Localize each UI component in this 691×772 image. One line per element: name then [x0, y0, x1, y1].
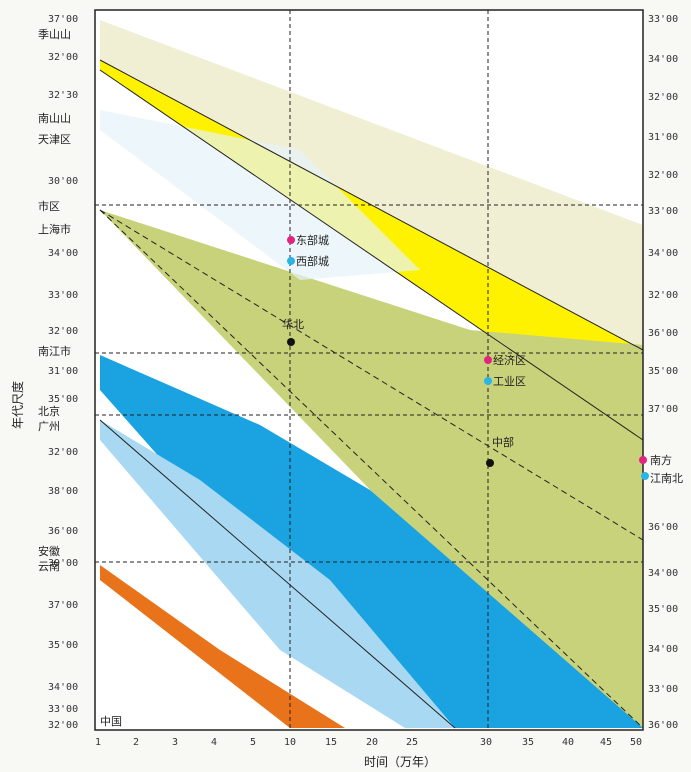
left-tick-5: 34'00: [48, 248, 78, 259]
left-label-10: 云南: [38, 560, 60, 573]
left-label-2: 南山山: [38, 112, 71, 125]
left-tick-7: 32'00: [48, 326, 78, 337]
right-tick-16: 33'00: [648, 684, 678, 695]
marker-label-5: 工业区: [493, 375, 526, 388]
plot-frame: [94, 9, 644, 731]
bottom-tick-11: 35: [522, 737, 534, 748]
right-tick-11: 37'00: [648, 404, 678, 415]
left-label-6: 南江市: [38, 344, 71, 358]
left-tick-6: 33'00: [48, 290, 78, 301]
left-tick-3: 32'30: [48, 90, 78, 101]
marker-7: [639, 456, 647, 464]
corner-label: 中国: [100, 715, 122, 728]
bottom-tick-7: 15: [325, 737, 337, 748]
left-tick-2: 32'00: [48, 52, 78, 63]
right-tick-14: 35'00: [648, 604, 678, 615]
right-tick-3: 32'00: [648, 92, 678, 103]
right-tick-13: 34'00: [648, 568, 678, 579]
left-tick-14: 37'00: [48, 600, 78, 611]
left-tick-17: 33'00: [48, 704, 78, 715]
marker-2: [287, 257, 295, 265]
right-tick-9: 36'00: [648, 328, 678, 339]
marker-label-8: 江南北: [650, 472, 683, 485]
marker-label-4: 经济区: [493, 353, 526, 367]
left-tick-9: 35'00: [48, 394, 78, 405]
bottom-tick-3: 3: [172, 737, 178, 748]
bottom-tick-1: 1: [95, 737, 101, 748]
bottom-tick-2: 2: [133, 737, 139, 748]
marker-5: [484, 377, 492, 385]
right-tick-4: 31'00: [648, 132, 678, 143]
bottom-tick-9: 25: [406, 737, 418, 748]
band-pale-top: [100, 20, 643, 350]
right-tick-10: 35'00: [648, 366, 678, 377]
bottom-tick-4: 4: [211, 737, 217, 748]
bottom-tick-5: 5: [250, 737, 256, 748]
left-tick-4: 30'00: [48, 176, 78, 187]
left-ticks: 37'00 32'00 32'30 30'00 34'00 33'00 32'0…: [48, 14, 78, 731]
left-label-4: 市区: [38, 199, 60, 213]
y-axis-title: 年代尺度: [10, 381, 25, 429]
right-ticks: 33'00 34'00 32'00 31'00 32'00 33'00 34'0…: [648, 14, 678, 731]
left-label-7: 北京: [38, 404, 60, 418]
x-axis-title: 时间（万年）: [364, 755, 436, 769]
marker-label-3: 华北: [282, 317, 304, 331]
marker-label-1: 东部城: [296, 233, 329, 247]
left-label-5: 上海市: [38, 222, 71, 236]
band-pale-left: [100, 110, 420, 280]
right-tick-12: 36'00: [648, 522, 678, 533]
right-tick-6: 33'00: [648, 206, 678, 217]
bottom-tick-13: 45: [600, 737, 612, 748]
right-tick-15: 34'00: [648, 644, 678, 655]
left-tick-8: 31'00: [48, 366, 78, 377]
right-tick-17: 36'00: [648, 720, 678, 731]
marker-labels: 东部城 西部城 华北 经济区 工业区 中部 南方 江南北: [282, 233, 683, 485]
bottom-tick-10: 30: [480, 737, 492, 748]
bottom-tick-12: 40: [562, 737, 574, 748]
grid-lines: [95, 10, 643, 730]
marker-label-6: 中部: [492, 435, 514, 449]
left-tick-10: 32'00: [48, 447, 78, 458]
marker-1: [287, 236, 295, 244]
left-label-9: 安徽: [38, 544, 60, 558]
right-tick-7: 34'00: [648, 248, 678, 259]
left-tick-12: 36'00: [48, 526, 78, 537]
left-label-8: 广州: [38, 420, 60, 433]
band-blue: [100, 355, 643, 728]
left-tick-18: 32'00: [48, 720, 78, 731]
marker-3: [287, 338, 295, 346]
left-tick-11: 38'00: [48, 486, 78, 497]
bottom-ticks: 1 2 3 4 5 10 15 20 25 30 35 40 45 50: [95, 737, 642, 748]
right-tick-5: 32'00: [648, 170, 678, 181]
marker-4: [484, 356, 492, 364]
left-label-3: 天津区: [38, 133, 71, 146]
left-tick-16: 34'00: [48, 682, 78, 693]
bottom-tick-8: 20: [366, 737, 378, 748]
left-labels: 季山山 南山山 天津区 市区 上海市 南江市 北京 广州 安徽 云南: [38, 28, 71, 573]
right-tick-2: 34'00: [648, 54, 678, 65]
left-tick-15: 35'00: [48, 640, 78, 651]
right-tick-1: 33'00: [648, 14, 678, 25]
left-label-1: 季山山: [38, 28, 71, 41]
bottom-tick-14: 50: [630, 737, 642, 748]
left-tick-13: 39'00: [48, 558, 78, 569]
bottom-tick-6: 10: [284, 737, 296, 748]
marker-6: [486, 459, 494, 467]
marker-label-2: 西部城: [296, 254, 329, 268]
right-tick-8: 32'00: [648, 290, 678, 301]
marker-8: [641, 472, 649, 480]
marker-label-7: 南方: [650, 453, 672, 467]
left-tick-1: 37'00: [48, 14, 78, 25]
